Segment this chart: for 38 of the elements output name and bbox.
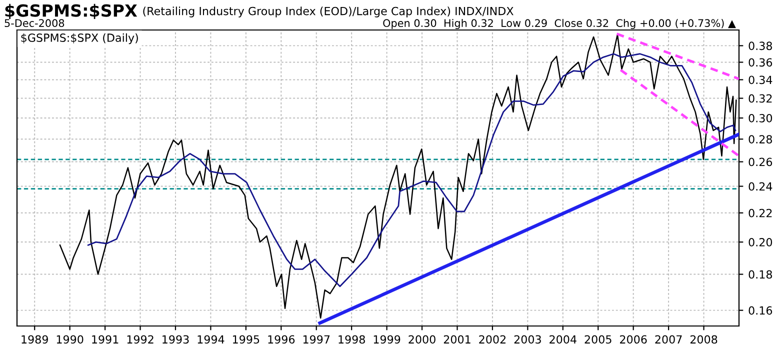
text: Open 0.30 High 0.32 Low 0.29 Close 0.32 Chg +0.00 (+0.73%) ▲ (383, 18, 736, 30)
y-tick-label: 0.28 (748, 135, 772, 144)
x-tick-label: 1990 (56, 335, 84, 344)
y-tick-label: 0.20 (748, 238, 772, 246)
x-tick-label: 2004 (550, 335, 576, 344)
x-tick-label: 2008 (690, 335, 718, 344)
x-tick-label: 1999 (374, 335, 400, 344)
x-tick-label: 2000 (408, 335, 436, 344)
y-tick-label: 0.16 (748, 306, 772, 315)
chart-subtitle: (Retailing Industry Group Index (EOD)/Large Cap Index) INDX/INDX (143, 6, 514, 18)
x-tick-label: 2007 (655, 335, 682, 344)
chart-title: $GSPMS:$SPX (5, 4, 138, 20)
y-tick-label: 0.38 (748, 42, 772, 50)
x-tick-label: 1997 (303, 335, 330, 344)
y-tick-label: 0.32 (748, 94, 772, 103)
x-tick-label: 1992 (127, 335, 154, 344)
y-tick-label: 0.22 (748, 208, 772, 218)
x-tick-label: 1996 (268, 335, 295, 344)
x-tick-label: 1998 (338, 335, 365, 344)
line-series (87, 53, 736, 288)
x-tick-label: 1994 (198, 335, 224, 344)
x-tick-label: 2005 (584, 335, 612, 344)
y-tick-label: 0.18 (748, 270, 772, 279)
text: $GSPMS:$SPX (Daily) (21, 33, 138, 44)
y-tick-label: 0.26 (748, 158, 772, 166)
x-tick-label: 2001 (444, 335, 470, 344)
x-tick-label: 2006 (620, 335, 647, 344)
text: 5-Dec-2008 (4, 19, 64, 28)
y-tick-label: 0.36 (748, 58, 772, 67)
x-tick-label: 1989 (22, 335, 48, 344)
y-tick-label: 0.24 (748, 182, 772, 191)
x-tick-label: 2002 (479, 335, 506, 344)
y-tick-label: 0.34 (748, 76, 772, 84)
x-tick-label: 1993 (162, 335, 189, 344)
x-tick-label: 1995 (233, 335, 260, 344)
x-tick-label: 1991 (92, 335, 118, 344)
x-tick-label: 2003 (514, 335, 541, 344)
y-tick-label: 0.30 (748, 114, 772, 122)
